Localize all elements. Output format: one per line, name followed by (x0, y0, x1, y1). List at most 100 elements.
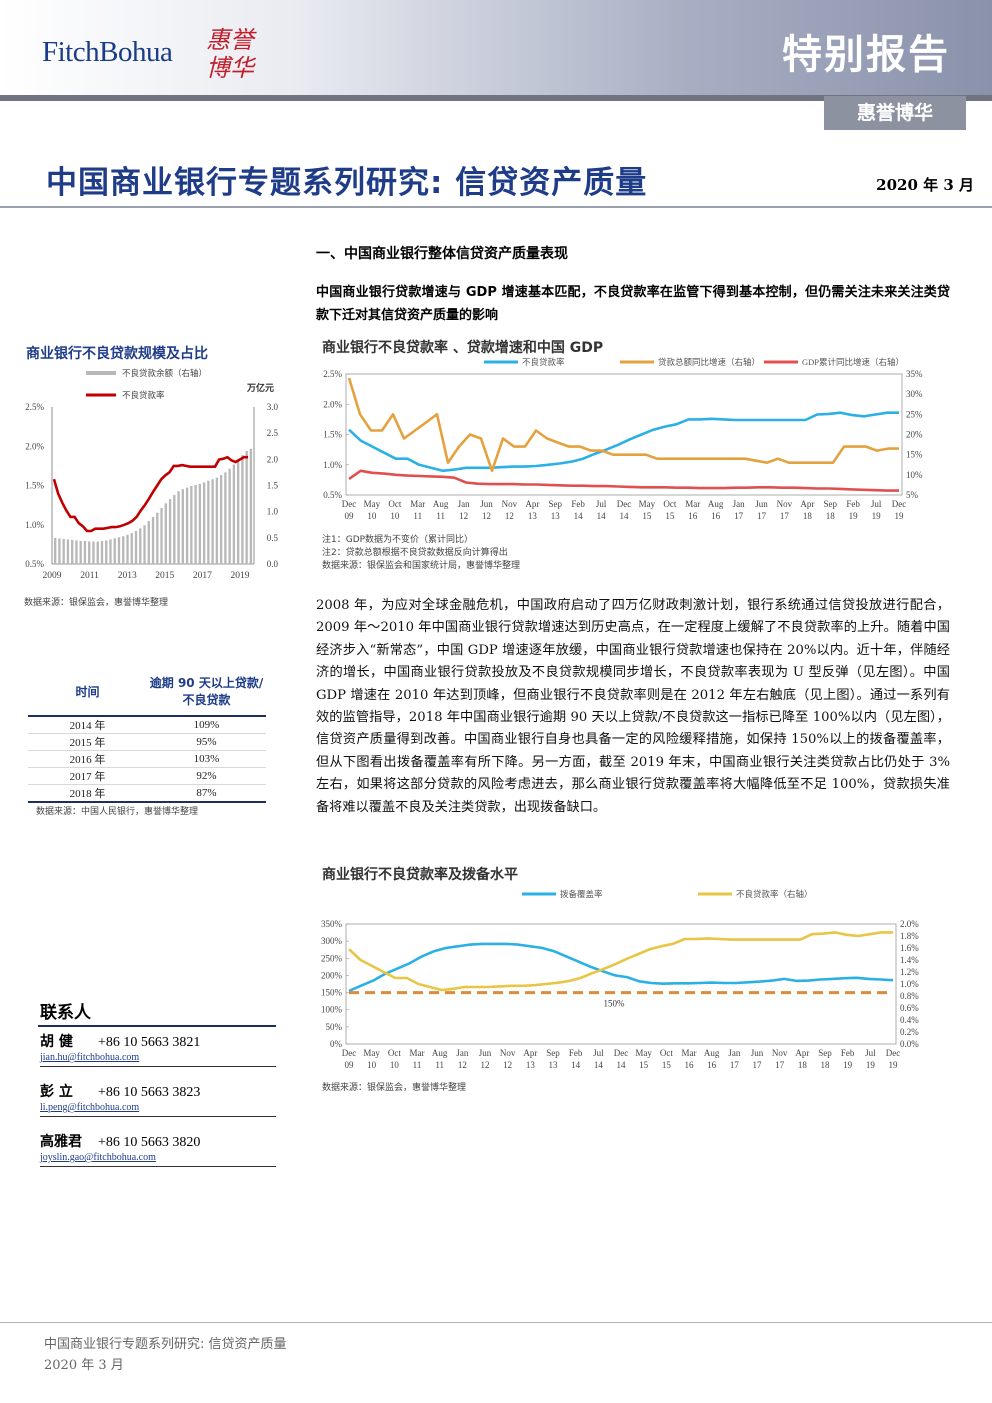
y-tick-right: 5% (906, 490, 919, 500)
x-tick-month: Dec (892, 499, 907, 509)
bar (151, 516, 155, 564)
x-tick-year: 17 (775, 1060, 785, 1070)
brand-tab: 惠誉博华 (824, 96, 966, 130)
bar (241, 455, 244, 564)
bar (160, 508, 163, 564)
x-tick-year: 13 (528, 511, 538, 521)
bar (58, 538, 61, 564)
series-line (347, 377, 899, 473)
bar (147, 521, 150, 564)
bar (249, 448, 253, 564)
y-tick-left: 100% (321, 1005, 343, 1015)
x-tick-year: 11 (413, 1060, 422, 1070)
x-tick-month: Feb (571, 499, 585, 509)
legend-label: 不良贷款率 (522, 357, 565, 367)
x-tick-month: Aug (704, 1048, 720, 1058)
bar (117, 537, 121, 564)
x-tick-month: May (364, 499, 381, 509)
bar (100, 540, 104, 564)
y-tick-left: 1.0% (25, 520, 44, 530)
contact-email[interactable]: joyslin.gao@fitchbohua.com (40, 1152, 156, 1163)
contacts-heading: 联系人 (40, 1003, 91, 1023)
x-tick-month: Sep (546, 1048, 560, 1058)
x-tick-month: Jul (593, 1048, 604, 1058)
bar (181, 489, 184, 564)
contact-email[interactable]: li.peng@fitchbohua.com (40, 1102, 140, 1113)
table-cell-year: 2015 年 (28, 733, 147, 751)
bar (83, 540, 87, 564)
x-tick-month: May (635, 1048, 652, 1058)
bar (232, 464, 236, 564)
npl-scale-chart: 不良贷款余额（右轴） 不良贷款率 万亿元 0.5% 1.0% 1.5% 2.0% 2.5% 0.… (25, 368, 278, 581)
x-tick-year: 19 (889, 1060, 899, 1070)
table-row: 2017 年 92% (28, 767, 266, 785)
x-tick-year: 10 (367, 511, 377, 521)
legend-label: 不良贷款率 (122, 390, 165, 400)
contact-divider (40, 1166, 276, 1167)
bar (236, 459, 240, 564)
y-tick-left: 1.5% (25, 481, 44, 491)
logo-wordmark: FitchBohua (42, 36, 173, 68)
logo-cn-bottom: 博华 (206, 54, 254, 82)
npl-ratio-line (52, 455, 248, 533)
y-tick-right: 30% (906, 389, 923, 399)
contact-name: 彭 立 (40, 1084, 73, 1100)
x-tick-year: 19 (866, 1060, 876, 1070)
x-tick-year: 17 (730, 1060, 740, 1070)
chart1-title: 商业银行不良贷款率 、贷款增速和中国 GDP (322, 340, 604, 356)
bar (202, 482, 206, 564)
x-tick-year: 12 (481, 1060, 490, 1070)
table-row: 2016 年 103% (28, 750, 266, 768)
bar (139, 528, 142, 564)
contact-divider (40, 1066, 276, 1067)
x-tick-year: 13 (551, 511, 561, 521)
bar (185, 487, 189, 564)
x-tick-month: Sep (824, 499, 838, 509)
x-tick-month: Jan (458, 499, 470, 509)
x-tick-month: Feb (846, 499, 860, 509)
x-tick-month: Oct (388, 1048, 401, 1058)
y-tick-left: 0.5% (25, 559, 44, 569)
x-tick-month: Nov (777, 499, 793, 509)
y-tick-right: 0.8% (900, 991, 919, 1001)
x-tick-year: 10 (390, 1060, 400, 1070)
x-tick-year: 14 (574, 511, 584, 521)
y-tick-left: 2.0% (323, 399, 342, 409)
x-tick-month: Mar (685, 499, 700, 509)
overdue-ratio-table: 时间 逾期 90 天以上贷款/不良贷款 2014 年 109% 2015 年 95%… (28, 668, 266, 803)
y-tick-right: 0.4% (900, 1015, 919, 1025)
report-date: 2020 年 3 月 (876, 176, 974, 194)
x-tick-year: 15 (662, 1060, 672, 1070)
x-tick-year: 18 (798, 1060, 808, 1070)
x-tick-year: 19 (843, 1060, 853, 1070)
x-tick-year: 17 (780, 511, 790, 521)
y-tick-left: 50% (326, 1022, 343, 1032)
y-tick-left: 0.5% (323, 490, 342, 500)
x-tick-month: Apr (800, 499, 814, 509)
bar (173, 494, 176, 564)
bar (219, 475, 223, 564)
y-tick-right: 2.0% (900, 919, 919, 929)
x-tick-year: 15 (665, 511, 675, 521)
x-tick-year: 16 (685, 1060, 695, 1070)
contact-phone: +86 10 5663 3823 (98, 1085, 201, 1100)
x-tick-month: Jul (865, 1048, 876, 1058)
x-tick-month: Apr (525, 499, 539, 509)
x-tick-year: 09 (345, 1060, 355, 1070)
table-row: 2018 年 87% (28, 784, 266, 803)
chart1-source: 数据来源：银保监会和国家统计局，惠誉博华整理 (322, 561, 521, 571)
bar (190, 486, 193, 564)
bar (228, 468, 231, 564)
bar (130, 533, 133, 564)
footer-title: 中国商业银行专题系列研究: 信贷资产质量 (44, 1337, 287, 1352)
contact-email[interactable]: jian.hu@fitchbohua.com (40, 1052, 140, 1063)
y-tick-right: 25% (906, 409, 923, 419)
bar (54, 537, 57, 564)
table-cell-value: 95% (147, 733, 266, 751)
contact-phone: +86 10 5663 3820 (98, 1135, 201, 1150)
y-tick-left: 0% (330, 1039, 343, 1049)
x-tick: 2019 (231, 571, 250, 581)
chart1-note: 注1：GDP数据为不变价（累计同比） (322, 535, 474, 545)
x-tick-month: May (363, 1048, 380, 1058)
bar (215, 477, 219, 564)
